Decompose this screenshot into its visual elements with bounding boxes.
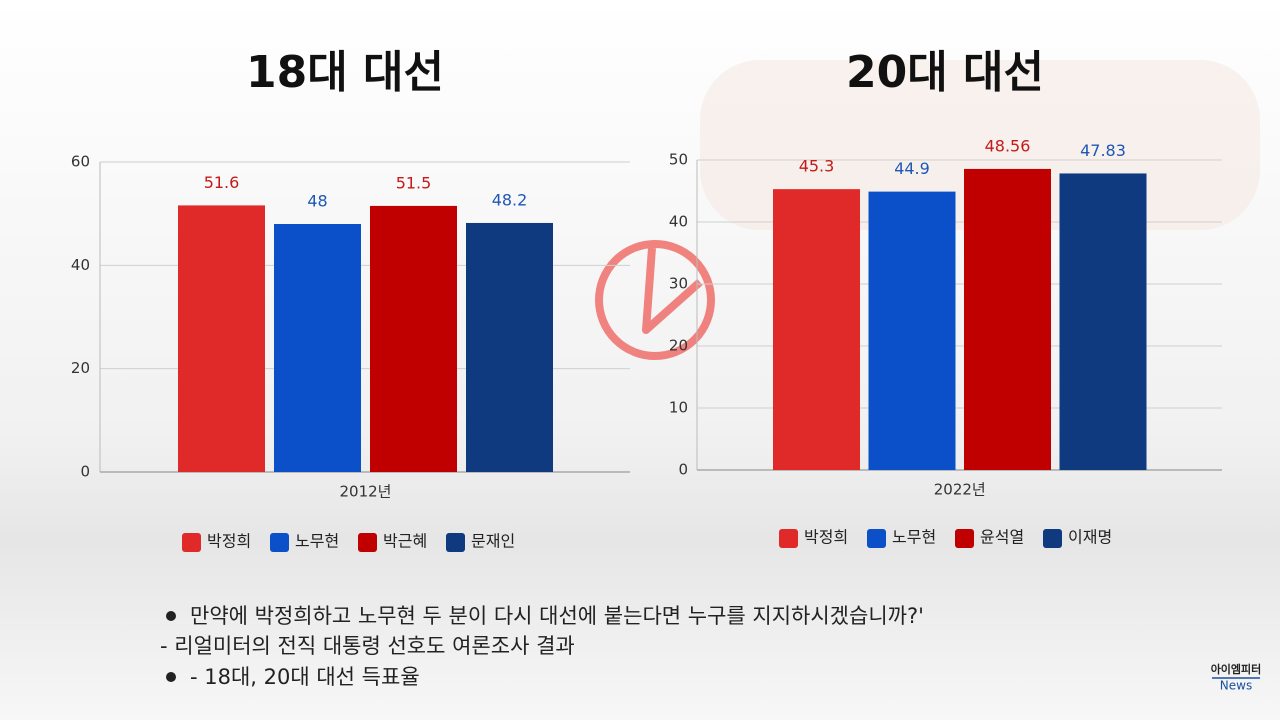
legend-label: 노무현 [295, 532, 339, 551]
legend-label: 문재인 [471, 532, 515, 551]
data-label: 48.56 [985, 136, 1031, 155]
y-tick-label: 20 [669, 337, 688, 355]
vote-stamp [595, 240, 715, 360]
bar [1059, 173, 1147, 471]
legend-label: 박근혜 [383, 532, 427, 551]
legend-swatch [182, 533, 201, 552]
logo-text: 아이엠피터 [1211, 662, 1262, 676]
legend-swatch [446, 533, 465, 552]
legend-label: 윤석열 [980, 528, 1024, 547]
bar [964, 168, 1051, 471]
data-label: 51.6 [204, 173, 240, 192]
data-label: 48.2 [492, 190, 528, 209]
y-tick-label: 0 [80, 463, 90, 481]
legend-swatch [1043, 529, 1062, 548]
bar [773, 189, 860, 470]
note: 만약에 박정희하고 노무현 두 분이 다시 대선에 붙는다면 누구를 지지하시겠… [190, 604, 924, 628]
bar [868, 191, 956, 470]
legend-label: 박정희 [207, 532, 251, 551]
note: - 리얼미터의 전직 대통령 선호도 여론조사 결과 [160, 634, 575, 658]
y-tick-label: 50 [669, 151, 688, 169]
note: - 18대, 20대 대선 득표율 [190, 665, 420, 689]
bullet [166, 611, 176, 621]
x-tick-label: 2012년 [340, 483, 392, 501]
y-tick-label: 30 [669, 275, 688, 293]
legend-swatch [270, 533, 289, 552]
bar [178, 205, 265, 472]
logo-text: News [1220, 679, 1252, 693]
data-label: 48 [307, 192, 327, 211]
legend-label: 노무현 [892, 528, 936, 547]
chart-title: 20대 대선 [846, 47, 1044, 98]
legend-swatch [779, 529, 798, 548]
y-tick-label: 0 [678, 461, 688, 479]
legend-label: 박정희 [804, 528, 848, 547]
data-label: 45.3 [799, 157, 835, 176]
bullet [166, 672, 176, 682]
data-label: 51.5 [396, 173, 432, 192]
legend-swatch [955, 529, 974, 548]
y-tick-label: 20 [71, 359, 90, 377]
chart-title: 18대 대선 [246, 47, 444, 98]
bar [370, 205, 457, 472]
y-tick-label: 40 [71, 256, 90, 274]
data-label: 44.9 [894, 159, 930, 178]
bar [274, 224, 361, 472]
y-tick-label: 10 [669, 399, 688, 417]
y-tick-label: 60 [71, 153, 90, 171]
x-tick-label: 2022년 [934, 481, 986, 499]
bar [466, 222, 553, 472]
data-label: 47.83 [1080, 141, 1126, 160]
legend-swatch [358, 533, 377, 552]
legend-swatch [867, 529, 886, 548]
y-tick-label: 40 [669, 213, 688, 231]
legend-label: 이재명 [1068, 528, 1112, 547]
